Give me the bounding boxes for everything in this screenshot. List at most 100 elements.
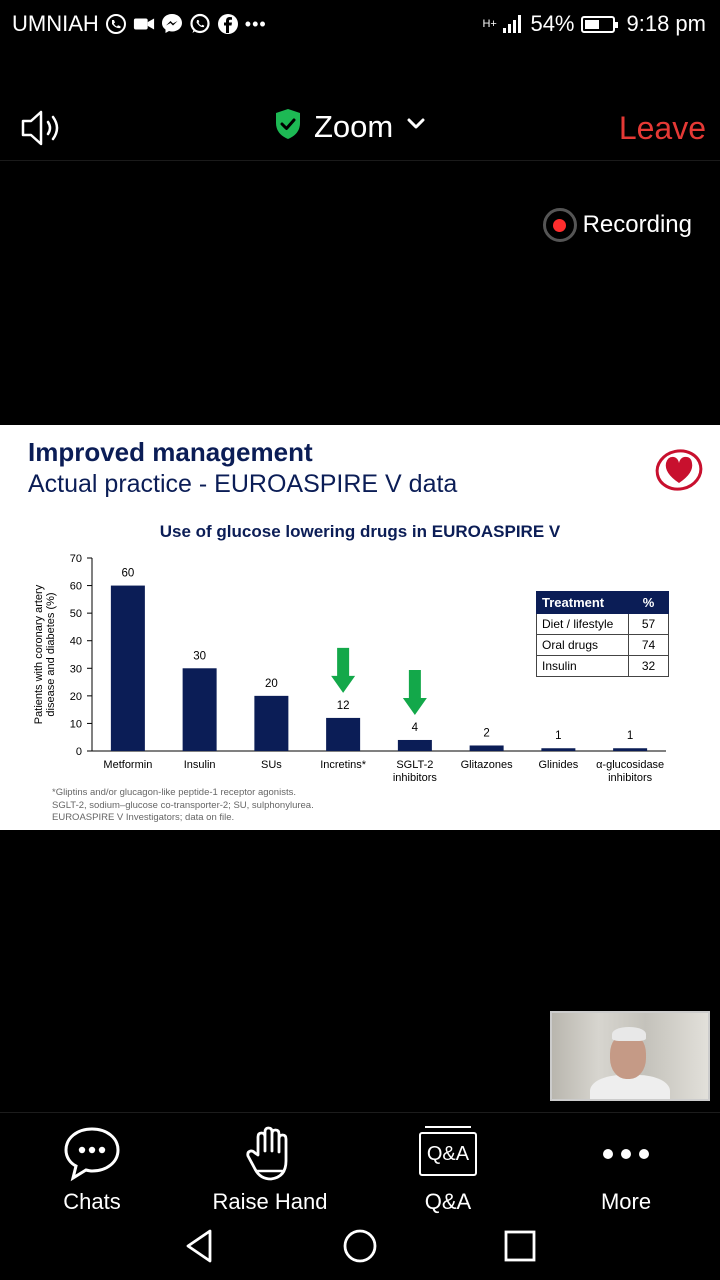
category-label: Insulin xyxy=(184,759,216,771)
battery-percent: 54% xyxy=(530,11,575,36)
highlight-arrow-icon xyxy=(331,647,356,693)
slide-subtitle: Actual practice - EUROASPIRE V data xyxy=(28,470,458,498)
bar-value-label: 1 xyxy=(555,730,561,742)
meeting-toolbar: Chats Raise Hand Q&A Q&A More xyxy=(0,1112,720,1215)
y-tick-label: 40 xyxy=(70,636,82,648)
percent-cell: 32 xyxy=(628,655,669,677)
raise-hand-button[interactable]: Raise Hand xyxy=(200,1123,340,1215)
meeting-title-dropdown[interactable]: Zoom xyxy=(274,108,427,145)
clock: 9:18 pm xyxy=(626,11,707,36)
chats-button[interactable]: Chats xyxy=(22,1123,162,1215)
y-tick-label: 70 xyxy=(70,553,82,565)
video-camera-icon xyxy=(133,13,155,35)
table-row: Diet / lifestyle 57 xyxy=(536,613,669,635)
bar xyxy=(254,695,289,751)
bar-value-label: 30 xyxy=(193,650,206,662)
bar xyxy=(110,585,145,751)
category-label: Glitazones xyxy=(461,759,513,771)
category-label: Incretins* xyxy=(320,759,367,771)
participant-hair xyxy=(612,1027,646,1041)
footnote-line: *Gliptins and/or glucagon-like peptide-1… xyxy=(52,787,296,798)
chart-title: Use of glucose lowering drugs in EUROASP… xyxy=(159,522,561,541)
heart-logo-icon xyxy=(654,447,704,493)
participant-body xyxy=(590,1075,670,1099)
status-bar-right: H+ 54% 9:18 pm xyxy=(482,11,706,37)
record-icon xyxy=(542,208,577,242)
carrier-name: UMNIAH xyxy=(12,11,99,36)
signal-icon xyxy=(502,13,524,35)
bar-value-label: 12 xyxy=(337,700,350,712)
percent-header-cell: % xyxy=(628,591,669,614)
treatment-table-header: Treatment % xyxy=(536,591,669,614)
y-axis-label: disease and diabetes (%) xyxy=(45,592,57,716)
footnote-line: EUROASPIRE V Investigators; data on file… xyxy=(52,812,235,823)
leave-button[interactable]: Leave xyxy=(618,110,706,146)
y-tick-label: 50 xyxy=(70,608,82,620)
category-label: SUs xyxy=(261,759,282,771)
y-axis-label: Patients with coronary artery xyxy=(33,584,45,724)
recents-icon[interactable] xyxy=(500,1226,540,1266)
table-row: Insulin 32 xyxy=(536,655,669,677)
bar-value-label: 4 xyxy=(412,722,419,734)
bar xyxy=(469,745,504,751)
shield-icon xyxy=(274,108,302,145)
footnote-line: SGLT-2, sodium–glucose co-transporter-2;… xyxy=(52,799,314,811)
treatment-cell: Oral drugs xyxy=(536,634,629,656)
participant-video-thumbnail[interactable] xyxy=(550,1011,710,1101)
meeting-title: Zoom xyxy=(314,108,394,144)
treatment-cell: Diet / lifestyle xyxy=(536,613,629,635)
slide-footnotes: *Gliptins and/or glucagon-like peptide-1… xyxy=(52,787,314,825)
battery-level xyxy=(584,19,599,29)
more-notifications-icon: ••• xyxy=(244,13,267,34)
more-button[interactable]: More xyxy=(556,1123,696,1215)
raise-hand-label: Raise Hand xyxy=(212,1189,328,1214)
qa-icon: Q&A xyxy=(378,1123,518,1185)
qa-label: Q&A xyxy=(424,1189,472,1214)
treatment-header-cell: Treatment xyxy=(536,591,629,614)
messenger-icon xyxy=(161,13,183,35)
bar xyxy=(326,717,361,751)
shared-screen-slide[interactable]: Improved management Actual practice - EU… xyxy=(0,425,720,830)
recording-label: Recording xyxy=(582,211,692,238)
network-type-label: H+ xyxy=(482,18,497,30)
more-label: More xyxy=(600,1189,652,1214)
system-nav-bar xyxy=(0,1212,720,1280)
category-label: inhibitors xyxy=(608,772,653,784)
bar xyxy=(397,739,432,751)
chat-bubble-icon xyxy=(22,1123,162,1185)
highlight-arrow-icon xyxy=(402,669,427,715)
y-tick-label: 0 xyxy=(76,746,82,758)
header-divider xyxy=(0,160,720,161)
speaker-icon[interactable] xyxy=(20,108,70,148)
qa-button[interactable]: Q&A Q&A xyxy=(378,1123,518,1215)
category-label: Metformin xyxy=(103,759,152,771)
bar-value-label: 20 xyxy=(265,678,278,690)
more-dots-icon xyxy=(556,1123,696,1185)
status-bar-left: UMNIAH ••• xyxy=(12,11,267,37)
category-label: SGLT-2 xyxy=(396,759,433,771)
treatment-table: Treatment % Diet / lifestyle 57 Oral dru… xyxy=(536,591,669,677)
y-tick-label: 20 xyxy=(70,691,82,703)
raise-hand-icon xyxy=(200,1123,340,1185)
category-label: inhibitors xyxy=(393,772,438,784)
status-bar: UMNIAH ••• H+ 54% 9:18 pm xyxy=(0,0,720,48)
qa-icon-text: Q&A xyxy=(419,1126,477,1176)
slide-title: Improved management xyxy=(28,437,313,467)
y-tick-label: 10 xyxy=(70,718,82,730)
chats-label: Chats xyxy=(63,1189,121,1214)
bar xyxy=(541,748,576,751)
percent-cell: 74 xyxy=(628,634,669,656)
bar-chart: 0 10 20 30 40 50 60 70 Patients with coronary ar… xyxy=(33,553,666,784)
meeting-header: Zoom Leave xyxy=(0,90,720,166)
treatment-cell: Insulin xyxy=(536,655,629,677)
back-icon[interactable] xyxy=(180,1226,220,1266)
bar xyxy=(613,748,648,751)
battery-icon xyxy=(580,15,618,33)
y-tick-label: 30 xyxy=(70,663,82,675)
table-row: Oral drugs 74 xyxy=(536,634,669,656)
bar xyxy=(182,668,217,751)
bar-value-label: 2 xyxy=(483,727,489,739)
home-icon[interactable] xyxy=(340,1226,380,1266)
percent-cell: 57 xyxy=(628,613,669,635)
category-label: Glinides xyxy=(539,759,579,771)
